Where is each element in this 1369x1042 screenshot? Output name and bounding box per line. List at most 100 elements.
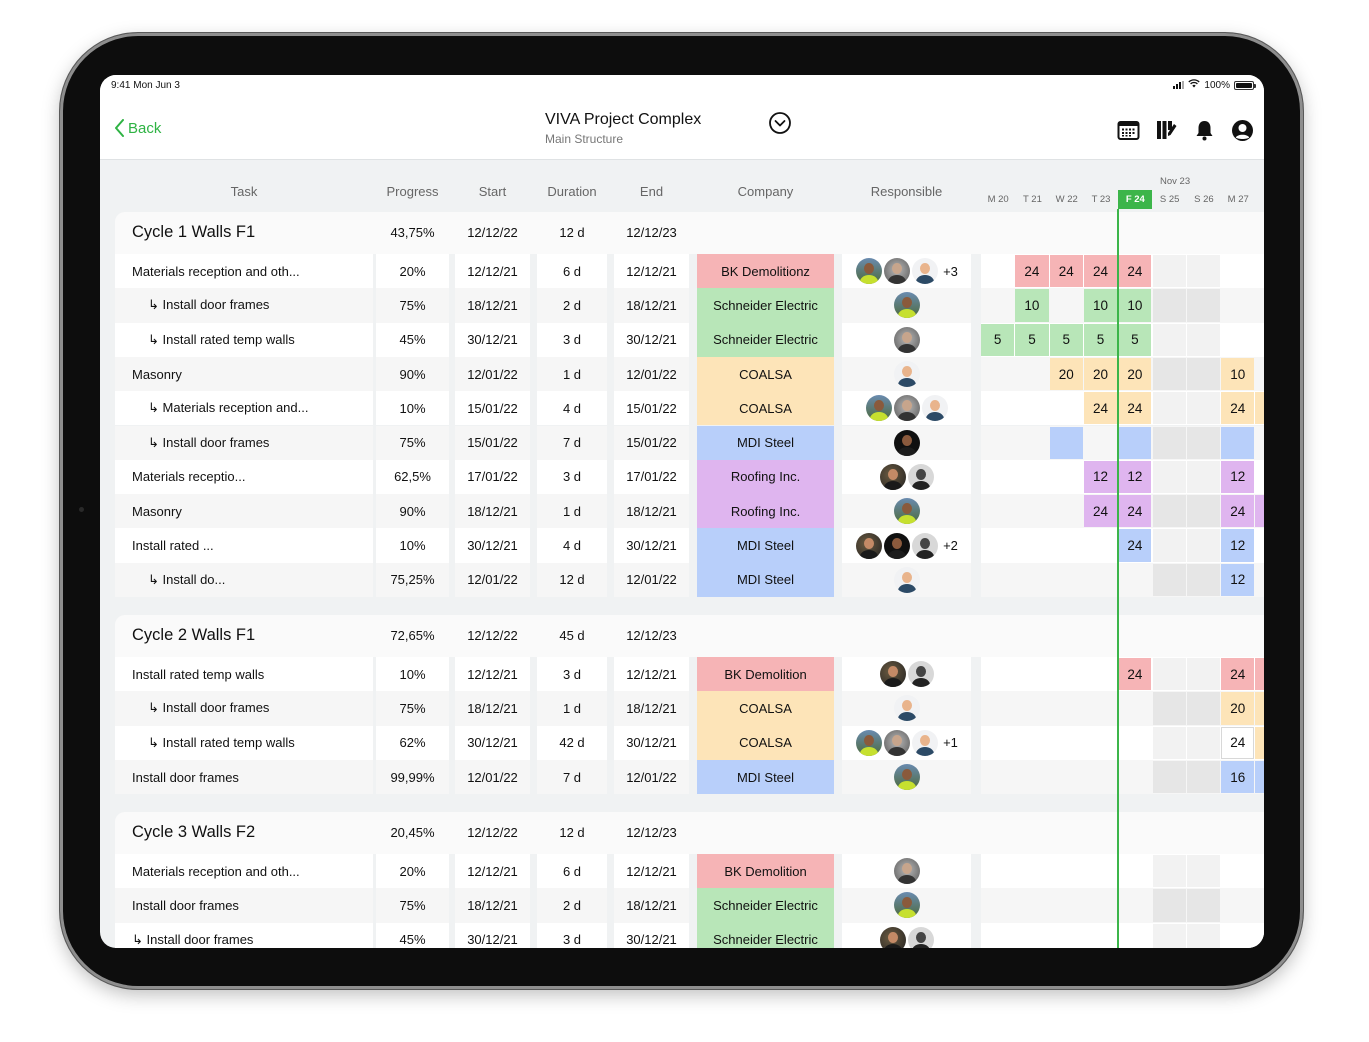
avatar[interactable] bbox=[879, 926, 906, 948]
task-name[interactable]: Materials receptio... bbox=[115, 459, 373, 495]
task-name[interactable]: Install rated ... bbox=[115, 528, 373, 563]
responsible-avatars[interactable] bbox=[842, 494, 971, 529]
timeline-day[interactable]: F 24 bbox=[1118, 190, 1153, 209]
avatar[interactable] bbox=[907, 926, 934, 948]
gantt-allocation-cell[interactable]: 24 bbox=[1118, 529, 1152, 562]
task-row[interactable]: Masonry 90% 18/12/21 1 d 18/12/21 Roofing Inc… bbox=[115, 494, 1264, 529]
gantt-allocation-cell[interactable]: 24 bbox=[1118, 495, 1152, 528]
avatar[interactable] bbox=[879, 463, 906, 490]
timeline-day[interactable]: M 20 bbox=[987, 194, 1009, 205]
calendar-icon[interactable] bbox=[1117, 119, 1140, 142]
avatar[interactable] bbox=[912, 532, 939, 559]
avatar[interactable] bbox=[893, 764, 920, 791]
company-badge[interactable]: MDI Steel bbox=[697, 759, 834, 795]
company-badge[interactable]: Schneider Electric bbox=[697, 922, 834, 948]
gantt-allocation-cell[interactable]: 12 bbox=[1118, 460, 1152, 494]
company-badge[interactable]: COALSA bbox=[697, 356, 834, 392]
company-badge[interactable]: MDI Steel bbox=[697, 528, 834, 563]
company-badge[interactable]: BK Demolitionz bbox=[697, 254, 834, 289]
task-name[interactable]: ↳ Install rated temp walls bbox=[115, 322, 373, 357]
task-row[interactable]: Install door frames 99,99% 12/01/22 7 d 12/0… bbox=[115, 759, 1264, 795]
timeline-day[interactable]: M 27 bbox=[1227, 194, 1249, 205]
responsible-avatars[interactable]: +2 bbox=[842, 528, 971, 563]
task-row[interactable]: Materials receptio... 62,5% 17/01/22 3 d 17/… bbox=[115, 459, 1264, 495]
gantt-allocation-cell[interactable] bbox=[1255, 658, 1264, 691]
gantt-allocation-cell[interactable]: 24 bbox=[1118, 392, 1152, 425]
task-row[interactable]: Materials reception and oth... 20% 12/12/2… bbox=[115, 254, 1264, 289]
gantt-allocation-cell[interactable] bbox=[1049, 426, 1083, 459]
company-badge[interactable]: BK Demolition bbox=[697, 657, 834, 692]
gantt-allocation-cell[interactable]: 24 bbox=[1118, 658, 1152, 691]
avatar[interactable] bbox=[893, 498, 920, 525]
gantt-allocation-cell[interactable]: 24 bbox=[1221, 658, 1255, 691]
gantt-allocation-cell[interactable]: 20 bbox=[1221, 692, 1255, 725]
company-badge[interactable]: MDI Steel bbox=[697, 425, 834, 460]
task-row[interactable]: Install rated ... 10% 30/12/21 4 d 30/12/21 M… bbox=[115, 528, 1264, 563]
avatar[interactable] bbox=[893, 395, 920, 422]
gantt-allocation-cell[interactable] bbox=[1255, 760, 1264, 794]
task-row[interactable]: ↳ Install door frames 75% 15/01/22 7 d 15/01… bbox=[115, 425, 1264, 460]
gantt-allocation-cell[interactable]: 5 bbox=[1083, 323, 1118, 356]
task-row[interactable]: Masonry 90% 12/01/22 1 d 12/01/22 COALSA 20 20 2… bbox=[115, 356, 1264, 392]
task-row[interactable]: Install rated temp walls 10% 12/12/21 3 d 12… bbox=[115, 657, 1264, 692]
project-dropdown-chevron-icon[interactable] bbox=[768, 111, 792, 135]
group-header[interactable]: Cycle 2 Walls F1 72,65% 12/12/22 45 d 12/12/… bbox=[115, 615, 1264, 657]
gantt-allocation-cell[interactable]: 12 bbox=[1221, 529, 1255, 562]
gantt-allocation-cell[interactable]: 20 bbox=[1083, 357, 1118, 391]
task-name[interactable]: ↳ Install rated temp walls bbox=[115, 725, 373, 760]
avatar[interactable] bbox=[907, 661, 934, 688]
gantt-allocation-cell[interactable]: 24 bbox=[1221, 726, 1255, 759]
column-header-duration[interactable]: Duration bbox=[547, 184, 597, 199]
task-name[interactable]: Materials reception and oth... bbox=[115, 254, 373, 289]
gantt-allocation-cell[interactable] bbox=[1255, 726, 1264, 759]
column-header-progress[interactable]: Progress bbox=[386, 184, 439, 199]
column-header-end[interactable]: End bbox=[639, 184, 664, 199]
task-row[interactable]: Install door frames 75% 18/12/21 2 d 18/12/2… bbox=[115, 888, 1264, 923]
avatar[interactable] bbox=[912, 258, 939, 285]
responsible-avatars[interactable] bbox=[842, 922, 971, 948]
responsible-avatars[interactable] bbox=[842, 888, 971, 923]
avatar[interactable] bbox=[893, 361, 920, 388]
gantt-allocation-cell[interactable]: 24 bbox=[1049, 255, 1083, 288]
task-name[interactable]: Install door frames bbox=[115, 888, 373, 923]
gantt-allocation-cell[interactable]: 24 bbox=[1083, 495, 1118, 528]
task-name[interactable]: ↳ Materials reception and... bbox=[115, 391, 373, 426]
back-button[interactable]: Back bbox=[114, 119, 161, 137]
gantt-allocation-cell[interactable]: 20 bbox=[1049, 357, 1083, 391]
gantt-allocation-cell[interactable]: 5 bbox=[1049, 323, 1083, 356]
task-name[interactable]: ↳ Install door frames bbox=[115, 425, 373, 460]
task-row[interactable]: ↳ Install rated temp walls 62% 30/12/21 42 … bbox=[115, 725, 1264, 760]
responsible-avatars[interactable] bbox=[842, 459, 971, 495]
company-badge[interactable]: Schneider Electric bbox=[697, 888, 834, 923]
gantt-allocation-cell[interactable] bbox=[1255, 692, 1264, 725]
timeline-day[interactable]: T 21 bbox=[1023, 194, 1042, 205]
group-header[interactable]: Cycle 3 Walls F2 20,45% 12/12/22 12 d 12/12/… bbox=[115, 812, 1264, 854]
task-name[interactable]: Install door frames bbox=[115, 759, 373, 795]
avatar[interactable] bbox=[893, 858, 920, 885]
responsible-avatars[interactable] bbox=[842, 562, 971, 597]
gantt-allocation-cell[interactable]: 12 bbox=[1221, 460, 1255, 494]
responsible-avatars[interactable] bbox=[842, 391, 971, 426]
company-badge[interactable]: Roofing Inc. bbox=[697, 494, 834, 529]
gantt-allocation-cell[interactable]: 16 bbox=[1221, 760, 1255, 794]
gantt-allocation-cell[interactable] bbox=[1255, 392, 1264, 425]
task-name[interactable]: ↳ Install do... bbox=[115, 562, 373, 597]
task-row[interactable]: ↳ Materials reception and... 10% 15/01/22 4… bbox=[115, 391, 1264, 426]
responsible-avatars[interactable] bbox=[842, 322, 971, 357]
avatar[interactable] bbox=[884, 729, 911, 756]
avatar[interactable] bbox=[856, 258, 883, 285]
gantt-allocation-cell[interactable]: 24 bbox=[1083, 255, 1118, 288]
company-badge[interactable]: Roofing Inc. bbox=[697, 459, 834, 495]
avatar[interactable] bbox=[893, 326, 920, 353]
task-name[interactable]: Install rated temp walls bbox=[115, 657, 373, 692]
bell-icon[interactable] bbox=[1193, 119, 1216, 142]
avatar[interactable] bbox=[893, 695, 920, 722]
task-name[interactable]: ↳ Install door frames bbox=[115, 288, 373, 323]
timeline-day[interactable]: T 23 bbox=[1091, 194, 1111, 205]
gantt-allocation-cell[interactable]: 10 bbox=[1083, 289, 1118, 322]
column-header-start[interactable]: Start bbox=[478, 184, 507, 199]
company-badge[interactable]: COALSA bbox=[697, 391, 834, 426]
avatar[interactable] bbox=[893, 892, 920, 919]
timeline-day[interactable]: S 26 bbox=[1194, 194, 1214, 205]
avatar[interactable] bbox=[856, 729, 883, 756]
